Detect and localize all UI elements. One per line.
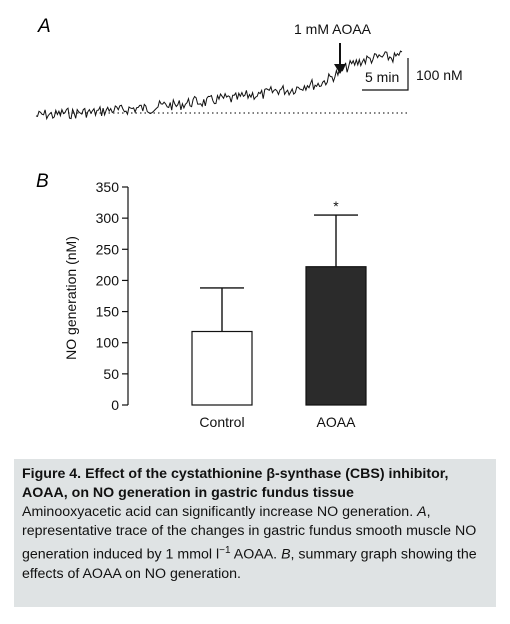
bar-control xyxy=(191,330,253,406)
y-tick-label: 350 xyxy=(96,179,120,195)
caption-line1: Aminooxyacetic acid can significantly in… xyxy=(22,504,414,520)
panel-b-letter: B xyxy=(36,171,49,192)
y-tick-label: 150 xyxy=(96,304,120,320)
caption-heading: Figure 4. Effect of the cystathionine β-… xyxy=(22,466,449,501)
x-tick-label: AOAA xyxy=(317,414,357,430)
bar-aoaa xyxy=(305,266,367,406)
arrow-label: 1 mM AOAA xyxy=(294,21,372,37)
caption-a-text: , representative trace of the changes in… xyxy=(22,504,477,563)
trace-group xyxy=(35,50,403,121)
y-axis-label: NO generation (nM) xyxy=(63,236,79,360)
y-tick-label: 250 xyxy=(96,241,120,257)
y-tick-label: 300 xyxy=(96,210,120,226)
x-tick-label: Control xyxy=(199,414,244,430)
significance-marker: * xyxy=(333,198,339,214)
y-tick-label: 100 xyxy=(96,335,120,351)
scale-time-label: 5 min xyxy=(365,69,399,85)
caption-b-letter: B xyxy=(281,546,291,563)
bar-chart: NO generation (nM) 0 50 100 150 200 250 300 350… xyxy=(63,179,367,430)
caption-a-end: AOAA. xyxy=(230,546,278,563)
panel-a-letter: A xyxy=(37,16,51,37)
figure-caption: Figure 4. Effect of the cystathionine β-… xyxy=(14,459,496,607)
y-ticks: 0 50 100 150 200 250 300 350 xyxy=(96,179,128,413)
scale-bar xyxy=(362,58,409,91)
caption-b-text: , summary graph showing the effects of A… xyxy=(22,546,477,582)
caption-a-letter: A xyxy=(417,504,427,520)
trace-line xyxy=(35,50,403,121)
y-tick-label: 50 xyxy=(103,366,119,382)
bars: * xyxy=(191,198,367,406)
y-tick-label: 200 xyxy=(96,272,120,288)
x-tick-labels: Control AOAA xyxy=(199,414,356,430)
caption-a-sup: −1 xyxy=(219,545,231,556)
y-tick-label: 0 xyxy=(111,397,119,413)
arrow-head xyxy=(334,64,346,74)
scale-conc-label: 100 nM xyxy=(416,67,463,83)
